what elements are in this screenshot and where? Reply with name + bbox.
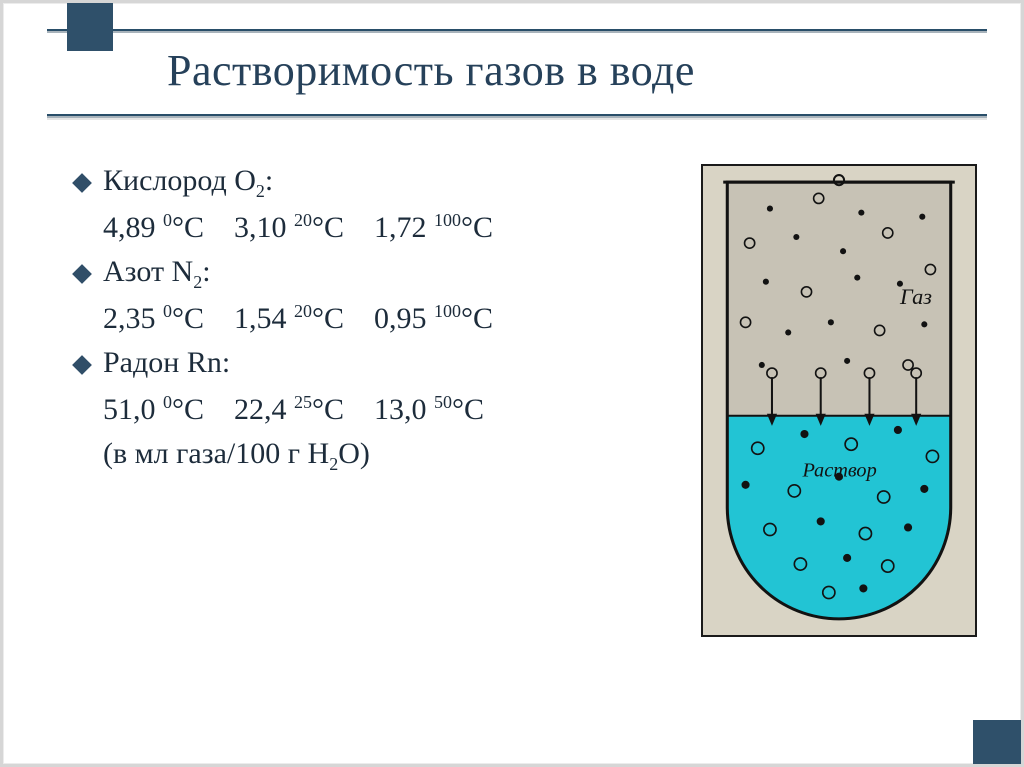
svg-text:Раствор: Раствор <box>801 460 876 482</box>
diamond-bullet-icon <box>72 355 92 375</box>
list-item: Кислород О2: 4,89 0°C 3,10 20°C 1,72 100… <box>75 164 677 245</box>
footnote: (в мл газа/100 г Н2О) <box>103 437 677 475</box>
data-values: 2,35 0°C 1,54 20°C 0,95 100°C <box>103 301 677 336</box>
data-values: 51,0 0°C 22,4 25°C 13,0 50°C <box>103 392 677 427</box>
flask-diagram-icon: Газ Раствор <box>709 172 969 629</box>
list-item: Азот N2: 2,35 0°C 1,54 20°C 0,95 100°C <box>75 255 677 336</box>
title-rule-top <box>47 29 987 33</box>
bullet-line: Азот N2: <box>75 255 677 293</box>
decoration-corner-top <box>67 3 113 51</box>
gas-name: Радон Rn: <box>103 346 230 384</box>
title-region: Растворимость газов в воде <box>167 29 977 118</box>
bullet-line: Кислород О2: <box>75 164 677 202</box>
slide: Растворимость газов в воде Кислород О2: … <box>0 0 1024 767</box>
list-item: Радон Rn: 51,0 0°C 22,4 25°C 13,0 50°C <box>75 346 677 427</box>
decoration-corner-bottom <box>973 720 1021 764</box>
diagram-column: Газ Раствор <box>701 164 977 637</box>
data-values: 4,89 0°C 3,10 20°C 1,72 100°C <box>103 210 677 245</box>
diamond-bullet-icon <box>72 264 92 284</box>
diagram-frame: Газ Раствор <box>701 164 977 637</box>
bullet-line: Радон Rn: <box>75 346 677 384</box>
gas-name: Азот N2: <box>103 255 211 293</box>
page-title: Растворимость газов в воде <box>167 45 977 96</box>
gas-name: Кислород О2: <box>103 164 273 202</box>
title-rule-bottom <box>47 114 987 118</box>
content-row: Кислород О2: 4,89 0°C 3,10 20°C 1,72 100… <box>47 154 977 637</box>
diamond-bullet-icon <box>72 173 92 193</box>
svg-text:Газ: Газ <box>899 284 932 309</box>
text-column: Кислород О2: 4,89 0°C 3,10 20°C 1,72 100… <box>47 154 677 475</box>
